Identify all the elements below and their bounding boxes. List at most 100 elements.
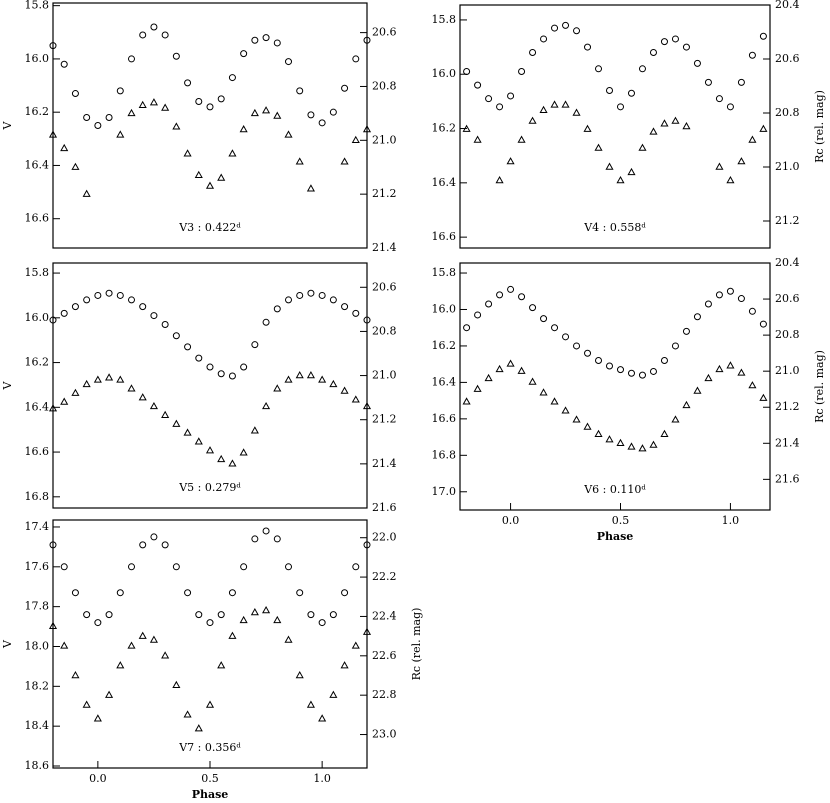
triangle-point bbox=[239, 615, 248, 624]
y-tick-label: 18.6 bbox=[25, 759, 50, 772]
triangle-point bbox=[495, 175, 504, 184]
circle-point bbox=[139, 303, 147, 311]
circle-point bbox=[49, 316, 57, 324]
triangle-point bbox=[228, 459, 237, 467]
triangle-point bbox=[262, 401, 271, 410]
y-axis-label: V bbox=[1, 380, 14, 390]
triangle-point bbox=[671, 116, 680, 124]
circle-point bbox=[649, 49, 657, 57]
circle-point bbox=[240, 563, 248, 571]
triangle-point bbox=[351, 641, 360, 649]
triangle-point bbox=[748, 381, 757, 389]
circle-point bbox=[737, 295, 745, 303]
circle-point bbox=[682, 43, 690, 51]
circle-point bbox=[172, 52, 180, 60]
triangle-point bbox=[161, 651, 170, 659]
panel-frame bbox=[459, 262, 771, 511]
circle-point bbox=[71, 589, 79, 597]
circle-point bbox=[195, 354, 203, 362]
triangle-point bbox=[583, 422, 592, 430]
y-tick-label: 16.0 bbox=[25, 311, 50, 324]
triangle-point bbox=[183, 710, 192, 718]
y-tick-label: 18.0 bbox=[25, 639, 50, 652]
triangle-point bbox=[583, 124, 592, 132]
circle-point bbox=[341, 589, 349, 597]
triangle-point bbox=[340, 661, 349, 669]
y2-tick-label: 20.6 bbox=[775, 292, 800, 305]
triangle-point bbox=[93, 714, 102, 722]
triangle-point bbox=[362, 401, 372, 410]
triangle-point bbox=[295, 670, 304, 679]
y2-tick-label: 20.8 bbox=[372, 324, 397, 337]
x-axis-label: Phase bbox=[192, 788, 229, 801]
circle-point bbox=[606, 87, 614, 95]
triangle-point bbox=[715, 364, 724, 373]
triangle-point bbox=[704, 373, 713, 382]
y2-tick-label: 21.2 bbox=[372, 187, 397, 200]
triangle-point bbox=[295, 371, 304, 379]
circle-point bbox=[94, 619, 102, 627]
circle-point bbox=[529, 49, 537, 57]
x-tick-label: 0.0 bbox=[502, 514, 520, 527]
triangle-point bbox=[217, 661, 226, 669]
y2-tick-label: 21.6 bbox=[372, 501, 397, 514]
circle-point bbox=[638, 371, 646, 379]
circle-point bbox=[638, 65, 646, 73]
circle-point bbox=[715, 95, 723, 103]
triangle-point bbox=[172, 122, 181, 130]
circle-point bbox=[329, 108, 337, 116]
circle-point bbox=[551, 24, 559, 32]
circle-point bbox=[595, 65, 603, 73]
y-tick-label: 16.8 bbox=[25, 490, 50, 503]
triangle-point bbox=[616, 175, 625, 184]
circle-point bbox=[584, 349, 592, 357]
y-tick-label: 15.8 bbox=[432, 266, 457, 279]
y-tick-label: 17.4 bbox=[25, 520, 50, 533]
circle-point bbox=[285, 58, 292, 66]
circle-point bbox=[195, 611, 203, 619]
circle-point bbox=[139, 541, 147, 549]
y-tick-label: 15.8 bbox=[432, 13, 457, 26]
circle-point bbox=[83, 114, 91, 122]
triangle-point bbox=[462, 124, 471, 132]
triangle-point bbox=[649, 127, 658, 135]
panel-frame bbox=[459, 4, 771, 249]
circle-point bbox=[737, 78, 745, 86]
triangle-point bbox=[149, 98, 158, 106]
y-tick-label: 16.2 bbox=[432, 339, 457, 352]
circle-point bbox=[352, 309, 360, 317]
triangle-point bbox=[605, 162, 614, 170]
triangle-point bbox=[205, 181, 215, 189]
y-tick-label: 16.0 bbox=[432, 302, 457, 315]
triangle-point bbox=[759, 124, 768, 132]
circle-point bbox=[217, 370, 225, 378]
circle-point bbox=[49, 42, 57, 50]
y-tick-label: 15.8 bbox=[25, 266, 50, 279]
circle-point bbox=[329, 611, 337, 619]
triangle-point bbox=[138, 100, 147, 109]
circle-point bbox=[352, 55, 360, 63]
triangle-point bbox=[362, 125, 372, 133]
y2-tick-label: 20.8 bbox=[372, 79, 397, 92]
triangle-point bbox=[149, 401, 158, 410]
circle-point bbox=[161, 321, 169, 329]
triangle-point bbox=[473, 135, 482, 143]
circle-point bbox=[606, 362, 614, 370]
y2-tick-label: 22.2 bbox=[372, 570, 397, 583]
triangle-point bbox=[329, 690, 338, 698]
circle-point bbox=[184, 343, 192, 351]
triangle-point bbox=[161, 410, 170, 418]
panel-frame bbox=[52, 262, 368, 509]
triangle-point bbox=[284, 635, 293, 643]
y-axis-label: V bbox=[1, 639, 14, 649]
circle-point bbox=[518, 293, 526, 301]
triangle-point bbox=[127, 384, 136, 392]
triangle-point bbox=[284, 130, 293, 138]
circle-point bbox=[627, 369, 635, 377]
triangle-point bbox=[517, 366, 526, 374]
triangle-point bbox=[172, 419, 181, 427]
triangle-point bbox=[228, 149, 237, 157]
triangle-point bbox=[649, 440, 658, 448]
triangle-point bbox=[71, 388, 80, 396]
